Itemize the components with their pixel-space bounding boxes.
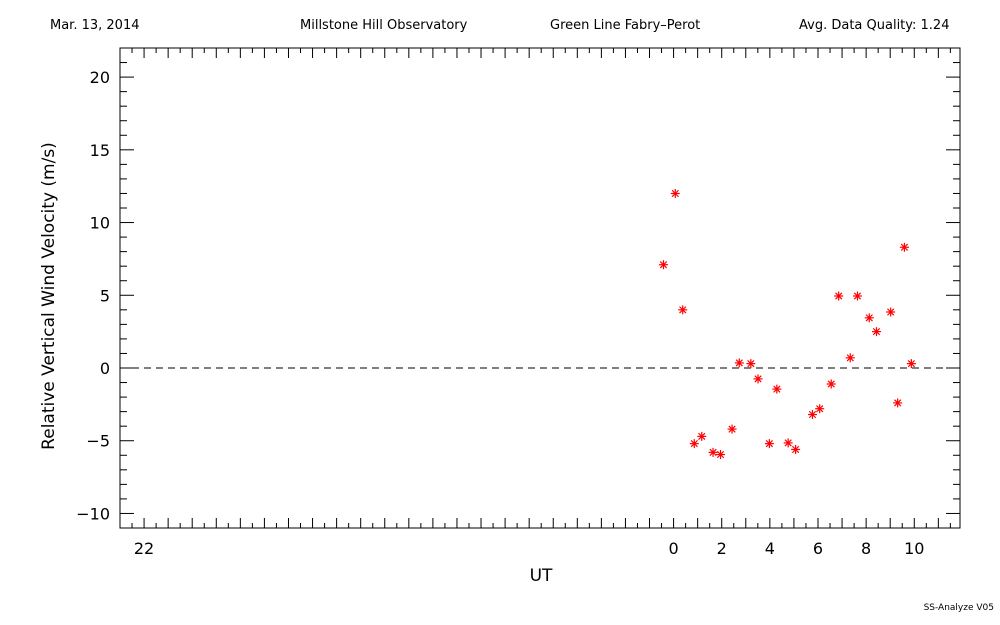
- data-point: [708, 447, 718, 457]
- data-point-stroke: [690, 440, 698, 448]
- data-point-stroke: [754, 375, 762, 383]
- x-tick-label: 2: [717, 539, 727, 558]
- x-tick-label: 0: [668, 539, 678, 558]
- data-point-stroke: [671, 189, 679, 198]
- y-tick-label: 10: [90, 214, 110, 233]
- data-point-stroke: [872, 328, 881, 336]
- data-point: [689, 439, 699, 449]
- data-point-stroke: [679, 306, 687, 314]
- data-point: [727, 424, 737, 434]
- data-point-stroke: [808, 410, 817, 419]
- x-tick-label: 22: [134, 539, 154, 558]
- y-tick-label: 5: [100, 286, 110, 305]
- data-point: [746, 359, 756, 369]
- y-tick-label: −5: [86, 432, 110, 451]
- y-tick-label: 0: [100, 359, 110, 378]
- data-point-stroke: [709, 448, 717, 456]
- y-tick-label: 15: [90, 141, 110, 160]
- data-point-stroke: [765, 440, 773, 448]
- data-point-stroke: [846, 354, 854, 362]
- observatory-label: Millstone Hill Observatory: [300, 18, 468, 33]
- data-point-stroke: [887, 308, 895, 316]
- x-tick-label: 10: [904, 539, 924, 558]
- data-point-stroke: [728, 425, 736, 433]
- data-point-stroke: [784, 439, 792, 447]
- data-point: [753, 374, 763, 384]
- data-point: [852, 291, 862, 301]
- data-quality-label: Avg. Data Quality: 1.24: [799, 18, 950, 33]
- data-point: [826, 379, 836, 389]
- data-point-stroke: [735, 359, 743, 367]
- data-point-stroke: [865, 314, 873, 322]
- data-point-stroke: [698, 432, 706, 440]
- y-axis-label: Relative Vertical Wind Velocity (m/s): [39, 142, 59, 450]
- data-point-stroke: [894, 399, 902, 407]
- x-axis-label: UT: [530, 566, 553, 586]
- data-point-stroke: [791, 445, 800, 454]
- plot-frame: [119, 47, 961, 529]
- y-tick-label: 20: [90, 68, 110, 87]
- data-point-stroke: [907, 360, 916, 368]
- data-point: [697, 431, 707, 441]
- data-point: [834, 291, 844, 301]
- data-point: [734, 358, 744, 368]
- x-tick-label: 4: [765, 539, 775, 558]
- data-point: [807, 410, 817, 420]
- data-point-stroke: [716, 450, 725, 459]
- marks-layer: [658, 188, 916, 460]
- data-point-stroke: [816, 405, 824, 413]
- data-point: [783, 438, 793, 448]
- data-point: [864, 313, 874, 323]
- y-tick-label: −10: [76, 504, 110, 523]
- data-point-stroke: [659, 261, 668, 269]
- data-point-stroke: [747, 360, 755, 368]
- date-label: Mar. 13, 2014: [50, 18, 140, 33]
- axes-layer: 22 0 2 4 6 8 10 −10 −5 0 5 10 15 20: [76, 47, 961, 558]
- data-point: [906, 359, 916, 369]
- data-point: [658, 260, 668, 270]
- data-point: [899, 242, 909, 252]
- x-tick-label: 6: [813, 539, 823, 558]
- software-version-label: SS-Analyze V05: [923, 603, 994, 613]
- data-point-stroke: [835, 292, 843, 300]
- data-point: [791, 444, 801, 454]
- data-point: [716, 450, 726, 460]
- data-point: [886, 307, 896, 317]
- data-point-stroke: [827, 380, 835, 388]
- data-point-stroke: [773, 385, 781, 393]
- data-point: [815, 404, 825, 414]
- data-point: [670, 188, 680, 198]
- data-point: [893, 398, 903, 408]
- data-point-stroke: [900, 243, 909, 251]
- instrument-label: Green Line Fabry–Perot: [550, 18, 701, 33]
- data-point: [871, 327, 881, 337]
- data-point: [772, 384, 782, 394]
- x-tick-label: 8: [861, 539, 871, 558]
- data-point: [845, 353, 855, 363]
- data-point-stroke: [853, 292, 862, 300]
- data-point: [678, 305, 688, 315]
- data-point: [764, 439, 774, 449]
